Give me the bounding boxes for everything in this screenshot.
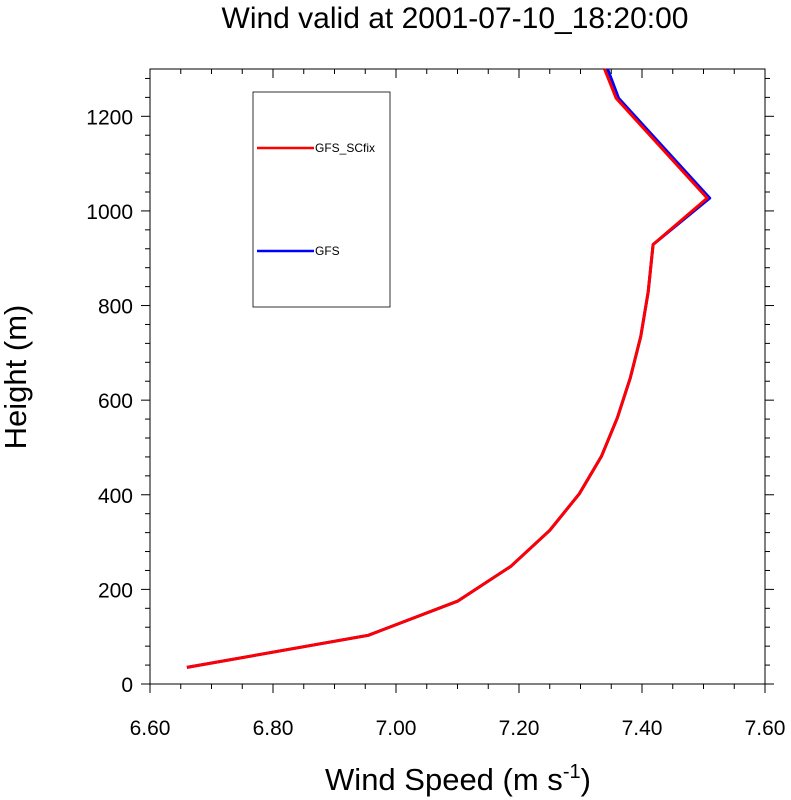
legend: GFS_SCfix GFS [252,91,391,308]
x-axis-label-superscript: -1 [563,761,581,783]
axis-ticks [141,69,774,693]
chart-title: Wind valid at 2001-07-10_18:20:00 [222,2,689,35]
x-axis-label-main: Wind Speed (m s [325,762,563,797]
y-tick-label: 400 [98,485,133,508]
y-tick-label: 1000 [86,201,133,224]
y-tick-labels: 0 200 400 600 800 1000 1200 [86,106,133,697]
x-axis-label: Wind Speed (m s-1) [325,761,591,797]
y-tick-label: 600 [98,390,133,413]
series-line-gfs-scfix [186,68,709,669]
x-axis-label-suffix: ) [581,762,591,797]
x-tick-label: 6.80 [253,717,294,740]
x-tick-label: 7.60 [745,717,786,740]
x-tick-label: 6.60 [130,717,171,740]
x-tick-labels: 6.60 6.80 7.00 7.20 7.40 7.60 [130,717,786,740]
x-tick-label: 7.20 [499,717,540,740]
x-tick-label: 7.00 [376,717,417,740]
y-tick-label: 800 [98,296,133,319]
series-lines [186,68,712,669]
legend-box [252,91,391,308]
y-tick-label: 1200 [86,106,133,129]
x-tick-label: 7.40 [622,717,663,740]
y-tick-label: 0 [121,674,133,697]
legend-label-gfs: GFS [315,244,340,258]
legend-label-gfs-scfix: GFS_SCfix [315,141,375,155]
y-tick-label: 200 [98,579,133,602]
y-axis-label: Height (m) [0,305,33,450]
